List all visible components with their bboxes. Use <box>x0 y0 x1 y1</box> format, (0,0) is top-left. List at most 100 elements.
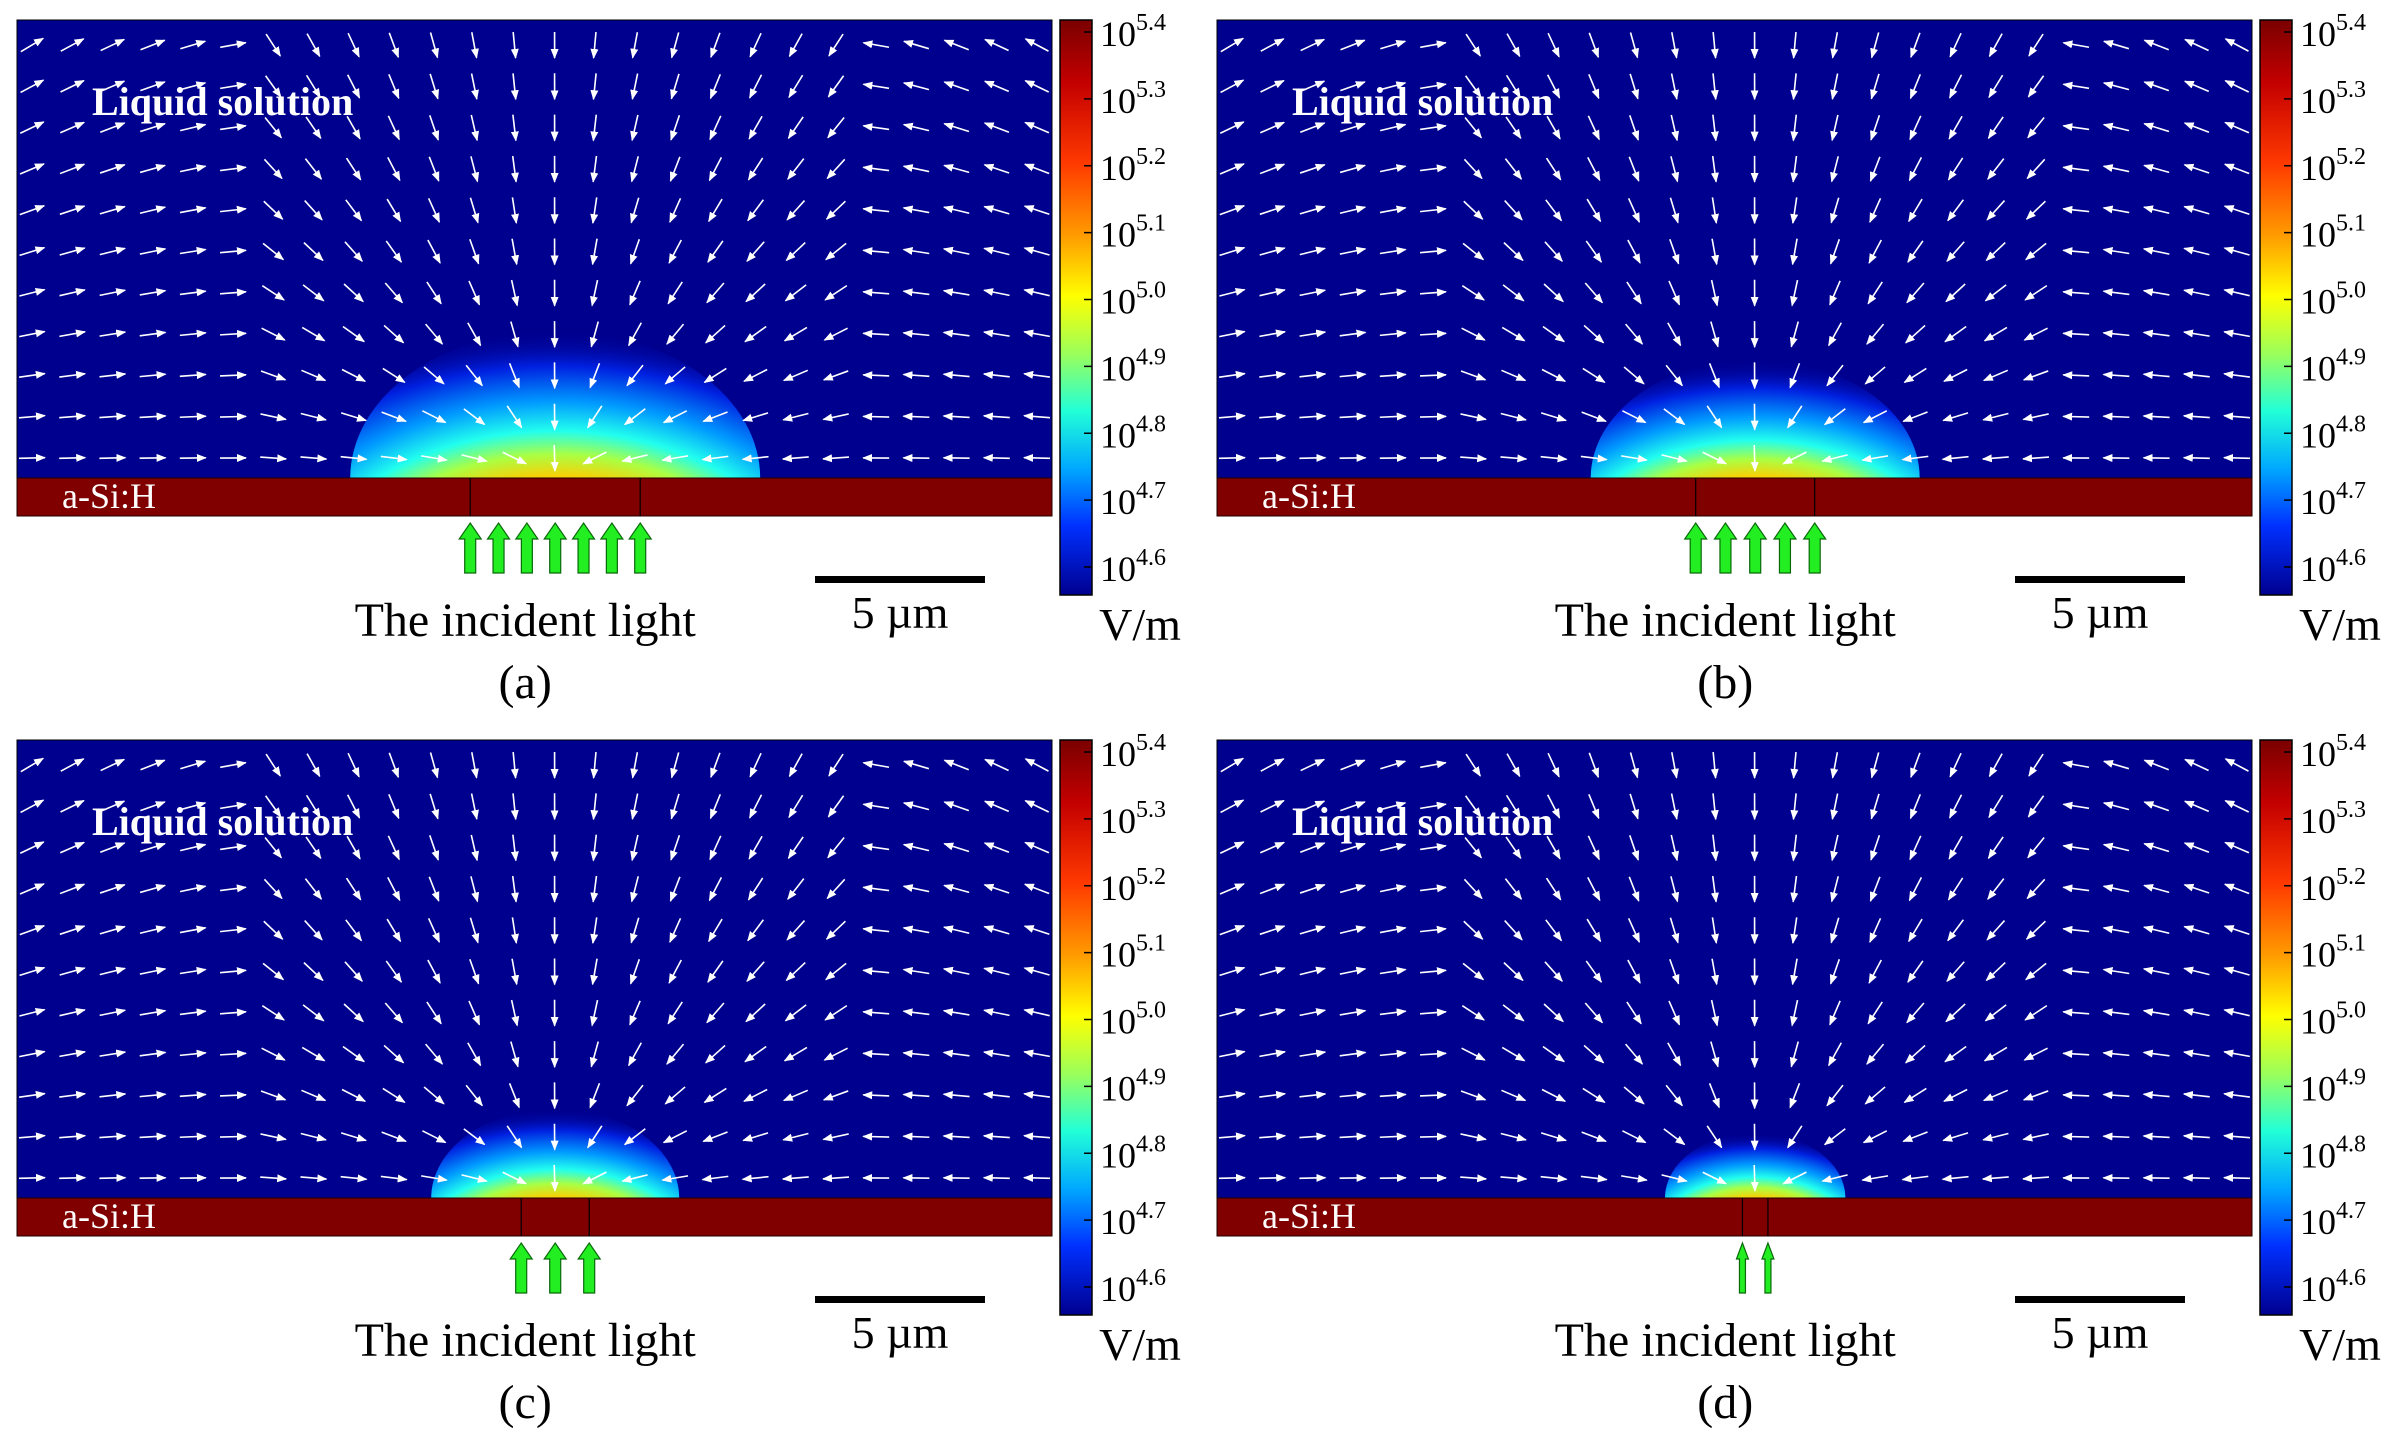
colorbar-tick-label: 105.2 <box>1100 864 1166 908</box>
colorbar-tick-label: 105.4 <box>1100 730 1166 774</box>
field-arrow <box>863 1136 889 1137</box>
colorbar-unit-label: V/m <box>1099 1319 1181 1370</box>
field-arrow <box>1420 1136 1446 1137</box>
field-arrow <box>1219 1178 1245 1179</box>
field-arrow <box>99 458 125 459</box>
field-arrow <box>220 1136 246 1137</box>
field-arrow <box>1420 375 1446 376</box>
colorbar-tick-label: 104.9 <box>1100 344 1166 388</box>
incident-light-arrow <box>578 1243 600 1293</box>
colorbar-tick-label: 105.3 <box>2300 797 2366 841</box>
incident-light-arrow <box>1774 523 1796 573</box>
colorbar <box>1060 740 1092 1315</box>
colorbar-tick-label: 104.7 <box>2300 478 2366 522</box>
field-arrow <box>2103 416 2129 417</box>
scale-bar-label: 5 µm <box>2052 1307 2149 1358</box>
field-arrow <box>863 375 889 376</box>
colorbar-tick-label: 104.8 <box>1100 1131 1166 1175</box>
scale-bar <box>2015 1296 2185 1303</box>
panel-caption: (d) <box>1697 1376 1753 1429</box>
colorbar-unit-label: V/m <box>2299 599 2381 650</box>
colorbar-tick-label: 104.7 <box>1100 478 1166 522</box>
colorbar-tick-label: 105.3 <box>2300 77 2366 121</box>
colorbar-tick-label: 105.0 <box>2300 998 2366 1042</box>
incident-light-arrow <box>544 523 566 573</box>
colorbar-tick-label: 105.4 <box>2300 10 2366 54</box>
field-arrow <box>1299 1178 1325 1179</box>
field-arrow <box>863 416 889 417</box>
field-arrow <box>2063 1136 2089 1137</box>
substrate-label: a-Si:H <box>62 476 156 516</box>
field-arrow <box>1024 1178 1050 1179</box>
field-arrow <box>1380 416 1406 417</box>
field-arrow <box>220 416 246 417</box>
colorbar-tick-label: 105.2 <box>1100 144 1166 188</box>
field-arrow <box>2063 416 2089 417</box>
field-arrow <box>1259 1178 1285 1179</box>
colorbar-tick-label: 105.0 <box>2300 278 2366 322</box>
colorbar-tick-label: 105.3 <box>1100 797 1166 841</box>
incident-light-arrow <box>601 523 623 573</box>
field-arrow <box>2224 1178 2250 1179</box>
field-arrow <box>19 1178 45 1179</box>
field-arrow <box>1024 458 1050 459</box>
substrate-layer <box>17 478 1052 516</box>
field-arrow <box>554 445 555 471</box>
incident-light-arrow <box>510 1243 532 1293</box>
field-arrow <box>1219 458 1245 459</box>
substrate-label: a-Si:H <box>62 1196 156 1236</box>
colorbar-tick-label: 104.8 <box>2300 411 2366 455</box>
liquid-solution-label: Liquid solution <box>92 79 353 124</box>
field-arrow <box>2184 1178 2210 1179</box>
incident-light-arrow <box>1744 523 1766 573</box>
colorbar-unit-label: V/m <box>2299 1319 2381 1370</box>
scale-bar <box>815 1296 985 1303</box>
field-arrow <box>984 1178 1010 1179</box>
colorbar-unit-label: V/m <box>1099 599 1181 650</box>
scale-bar <box>2015 576 2185 583</box>
incident-light-label: The incident light <box>355 594 697 647</box>
panel-a: Liquid solution a-Si:H The incident light (… <box>0 0 1200 720</box>
incident-light-arrow <box>1714 523 1736 573</box>
field-arrow <box>1380 1136 1406 1137</box>
incident-light-arrow <box>1685 523 1707 573</box>
incident-light-arrow <box>488 523 510 573</box>
liquid-solution-label: Liquid solution <box>92 799 353 844</box>
field-arrow <box>2224 458 2250 459</box>
field-arrow <box>1299 458 1325 459</box>
colorbar-tick-label: 104.6 <box>1100 545 1166 589</box>
substrate-label: a-Si:H <box>1262 476 1356 516</box>
field-arrow <box>59 1178 85 1179</box>
colorbar-tick-label: 105.1 <box>1100 211 1166 255</box>
field-arrow <box>1754 445 1755 471</box>
field-arrow <box>1754 1165 1755 1191</box>
colorbar-tick-label: 104.9 <box>2300 1064 2366 1108</box>
colorbar <box>2260 20 2292 595</box>
colorbar-tick-label: 104.6 <box>1100 1265 1166 1309</box>
colorbar-tick-label: 105.1 <box>2300 211 2366 255</box>
incident-light-arrow <box>1762 1243 1774 1293</box>
incident-light-arrow <box>629 523 651 573</box>
panel-caption: (a) <box>499 656 552 709</box>
colorbar <box>1060 20 1092 595</box>
field-arrow <box>554 1165 555 1191</box>
substrate-layer <box>1217 478 2252 516</box>
colorbar-tick-label: 104.6 <box>2300 545 2366 589</box>
incident-light-arrow <box>1736 1243 1748 1293</box>
colorbar-tick-label: 104.9 <box>1100 1064 1166 1108</box>
colorbar-tick-label: 104.7 <box>1100 1198 1166 1242</box>
field-arrow <box>863 1095 889 1096</box>
field-arrow <box>2184 458 2210 459</box>
colorbar-tick-label: 105.2 <box>2300 144 2366 188</box>
scale-bar-label: 5 µm <box>852 587 949 638</box>
field-arrow <box>180 416 206 417</box>
colorbar-tick-label: 104.9 <box>2300 344 2366 388</box>
colorbar-tick-label: 105.4 <box>2300 730 2366 774</box>
colorbar-tick-label: 105.0 <box>1100 998 1166 1042</box>
colorbar-tick-label: 105.1 <box>1100 931 1166 975</box>
